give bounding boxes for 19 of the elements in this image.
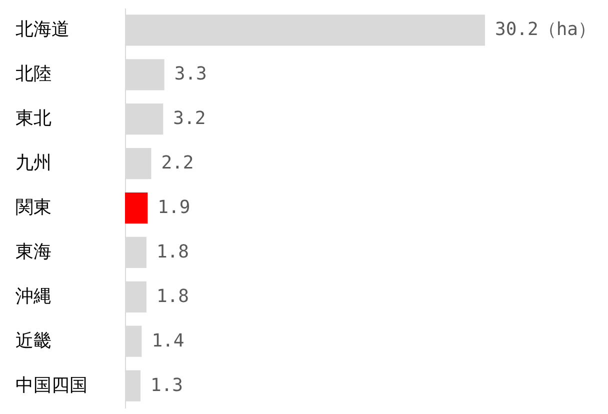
- y-tick-label: 中国四国: [16, 374, 88, 396]
- bar: [125, 192, 148, 224]
- data-label: 1.9: [158, 197, 190, 218]
- y-tick-label: 沖縄: [16, 286, 52, 307]
- y-tick-label: 北海道: [16, 19, 70, 40]
- y-tick-label: 北陸: [16, 64, 52, 85]
- y-tick-label: 近畿: [16, 330, 52, 352]
- data-label: 1.8: [156, 241, 189, 262]
- data-label: 3.2: [173, 108, 206, 130]
- data-label: 1.3: [150, 374, 184, 396]
- y-tick-label: 関東: [16, 197, 52, 218]
- data-label: 30.2（ha）: [495, 19, 596, 40]
- data-label: 2.2: [161, 152, 194, 174]
- data-label: 1.4: [152, 330, 184, 352]
- data-label: 3.3: [174, 64, 207, 85]
- data-label: 1.8: [156, 286, 189, 307]
- y-tick-label: 東北: [16, 108, 52, 130]
- y-tick-label: 東海: [16, 241, 52, 262]
- y-tick-label: 九州: [16, 152, 52, 174]
